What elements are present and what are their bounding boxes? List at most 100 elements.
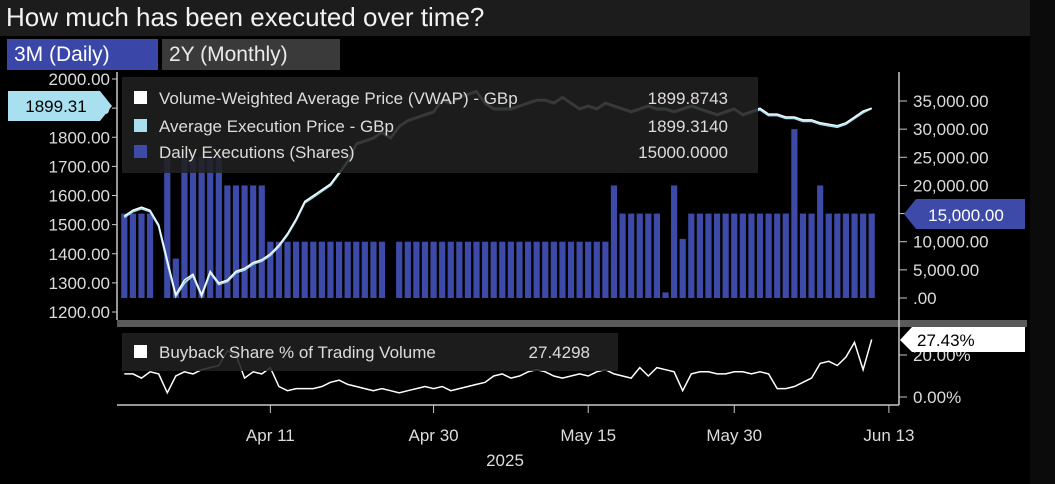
shares-callout-label: 15,000.00 [928, 206, 1004, 225]
execution-bar [808, 213, 815, 298]
x-tick-label: Apr 11 [246, 426, 295, 445]
shares-callout: 15,000.00 [904, 199, 1025, 229]
execution-bar [172, 258, 179, 298]
tab-2y-monthly[interactable]: 2Y (Monthly) [162, 39, 340, 70]
execution-bar [834, 213, 841, 298]
legend-swatch-buyback [134, 345, 147, 358]
execution-bar [842, 213, 850, 298]
execution-bar [731, 213, 738, 298]
tab-3m-daily[interactable]: 3M (Daily) [7, 39, 158, 70]
execution-bar [241, 185, 248, 298]
execution-bar [696, 213, 703, 298]
execution-bar [344, 241, 351, 298]
execution-bar [825, 213, 832, 298]
execution-bar [756, 213, 764, 298]
execution-bar [121, 213, 128, 298]
legend-label-buyback: Buyback Share % of Trading Volume [159, 343, 436, 362]
execution-bar [181, 157, 188, 298]
price-callout-label: 1899.31 [25, 97, 86, 116]
execution-bar [868, 213, 875, 298]
execution-bar [585, 241, 592, 298]
execution-bar [550, 241, 557, 298]
execution-bar [662, 292, 669, 298]
upper-legend: Volume-Weighted Average Price (VWAP) - G… [122, 77, 758, 173]
legend-label-avg-exec: Average Execution Price - GBp [159, 117, 394, 136]
execution-bar [447, 241, 454, 298]
pct-callout-label: 27.43% [917, 331, 975, 350]
execution-bar [327, 241, 334, 298]
execution-bar [636, 213, 643, 298]
x-tick-label: Apr 30 [409, 426, 459, 445]
left-tick-label: 1500.00 [49, 216, 110, 235]
page-title: How much has been executed over time? [6, 2, 485, 32]
right-tick-label: 10,000.00 [913, 233, 989, 252]
legend-swatch-executions [134, 145, 147, 158]
x-axis-year: 2025 [486, 451, 524, 470]
pct-callout: 27.43% [900, 327, 1025, 352]
buyback-share-line [124, 339, 873, 395]
execution-bar [232, 185, 240, 298]
right-tick-label: 35,000.00 [913, 92, 989, 111]
left-tick-label: 1400.00 [49, 245, 110, 264]
execution-bar [688, 213, 695, 298]
execution-bar [138, 213, 145, 298]
daily-executions-bars [121, 129, 875, 298]
execution-bar [679, 238, 686, 298]
execution-bar [301, 241, 308, 298]
execution-bar [378, 241, 386, 298]
execution-bar [610, 185, 618, 298]
execution-bar [250, 185, 257, 298]
execution-bar [748, 213, 755, 298]
execution-bar [739, 213, 746, 298]
left-tick-label: 2000.00 [49, 70, 110, 89]
execution-bar [353, 241, 360, 298]
execution-bar [439, 241, 446, 298]
execution-bar [464, 241, 472, 298]
legend-label-executions: Daily Executions (Shares) [159, 143, 355, 162]
execution-bar [207, 157, 214, 298]
execution-bar [860, 213, 867, 298]
execution-bar [671, 185, 678, 298]
panel-divider [117, 320, 1027, 327]
execution-bar [851, 213, 858, 298]
execution-bar [524, 241, 532, 298]
execution-bar [602, 241, 609, 298]
execution-bar [542, 241, 549, 298]
execution-bar [413, 241, 420, 298]
execution-bar [267, 241, 274, 298]
execution-bar [164, 157, 171, 298]
upper-legend-background [122, 77, 758, 173]
execution-bar [619, 213, 626, 298]
execution-bar [370, 241, 377, 298]
lower-legend: Buyback Share % of Trading Volume 27.429… [122, 333, 618, 371]
legend-value-executions: 15000.0000 [638, 143, 728, 162]
left-axis-ticks: 2000.001900.001800.001700.001600.001500.… [49, 70, 117, 322]
execution-bar [310, 241, 317, 298]
execution-bar [215, 157, 222, 298]
left-tick-label: 1200.00 [49, 303, 110, 322]
execution-bar [456, 241, 463, 298]
price-callout: 1899.31 [8, 91, 112, 121]
execution-bar [559, 241, 566, 298]
price-callout-shape [8, 91, 112, 121]
legend-value-buyback: 27.4298 [529, 343, 590, 362]
execution-bar [713, 213, 721, 298]
execution-bar [361, 241, 368, 298]
execution-bar [198, 157, 205, 298]
right-bar-background [1030, 0, 1055, 484]
x-tick-label: May 30 [706, 426, 762, 445]
lower-legend-background [122, 333, 618, 371]
execution-bar [533, 241, 540, 298]
shares-callout-shape [904, 199, 1025, 229]
right-tick-label: 5,000.00 [913, 261, 979, 280]
x-tick-label: May 15 [560, 426, 616, 445]
execution-bar [653, 213, 661, 298]
right-tick-label: 20,000.00 [913, 176, 989, 195]
execution-bar [499, 241, 506, 298]
x-axis-ticks: Apr 11 Apr 30 May 15 May 30 Jun 13 [246, 405, 914, 445]
execution-bar [722, 213, 729, 298]
legend-label-vwap: Volume-Weighted Average Price (VWAP) - G… [159, 89, 518, 108]
execution-bar [490, 241, 497, 298]
execution-bar [507, 241, 514, 298]
execution-bar [645, 213, 652, 298]
